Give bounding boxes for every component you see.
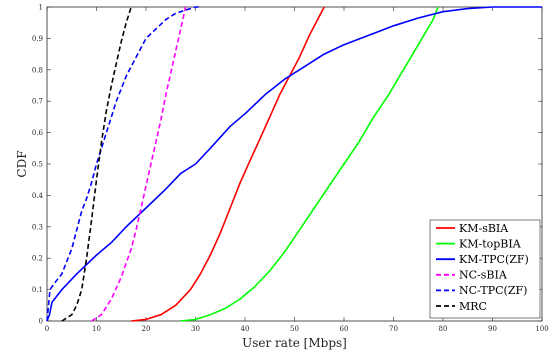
y-tick-label: 0 (39, 318, 43, 326)
x-tick-label: 30 (191, 325, 200, 333)
x-axis-label: User rate [Mbps] (242, 336, 347, 350)
series-line-2 (46, 6, 542, 322)
series-line-0 (131, 6, 325, 322)
y-tick-label: 0.4 (32, 192, 44, 200)
legend-label: MRC (459, 300, 487, 313)
y-tick-label: 0.7 (32, 98, 43, 106)
series-line-5 (61, 6, 132, 322)
legend-label: KM-sBIA (459, 222, 509, 235)
y-tick-label: 0.2 (32, 255, 43, 263)
x-tick-label: 100 (535, 325, 548, 333)
y-tick-label: 0.6 (32, 129, 44, 137)
y-axis-label: CDF (15, 150, 29, 177)
y-tick-label: 0.5 (32, 161, 43, 169)
x-tick-label: 70 (389, 325, 398, 333)
series-line-4 (46, 6, 201, 322)
x-tick-label: 60 (340, 325, 349, 333)
x-tick-label: 0 (45, 325, 49, 333)
x-tick-label: 10 (92, 325, 101, 333)
y-tick-label: 0.9 (32, 35, 43, 43)
y-tick-labels: 0 0.1 0.2 0.3 0.4 0.5 0.6 0.7 0.8 0.9 1 (32, 4, 44, 326)
x-tick-labels: 0 10 20 30 40 50 60 70 80 90 100 (45, 325, 549, 333)
x-tick-label: 80 (439, 325, 448, 333)
legend: KM-sBIA KM-topBIA KM-TPC(ZF) NC-sBIA NC-TPC(… (429, 219, 541, 319)
x-tick-label: 20 (142, 325, 151, 333)
y-tick-label: 0.8 (32, 66, 43, 74)
legend-label: KM-TPC(ZF) (459, 253, 529, 266)
x-tick-label: 90 (488, 325, 497, 333)
y-tick-label: 1 (39, 4, 43, 12)
series-lines (46, 6, 542, 322)
legend-label: NC-sBIA (459, 269, 508, 282)
y-tick-label: 0.1 (32, 286, 43, 294)
legend-label: NC-TPC(ZF) (459, 284, 527, 297)
x-tick-label: 40 (241, 325, 250, 333)
legend-label: KM-topBIA (459, 237, 522, 250)
series-line-3 (91, 6, 187, 322)
legend-box (429, 219, 541, 319)
series-line-1 (180, 6, 439, 322)
y-tick-label: 0.3 (32, 223, 43, 231)
x-tick-label: 50 (290, 325, 299, 333)
